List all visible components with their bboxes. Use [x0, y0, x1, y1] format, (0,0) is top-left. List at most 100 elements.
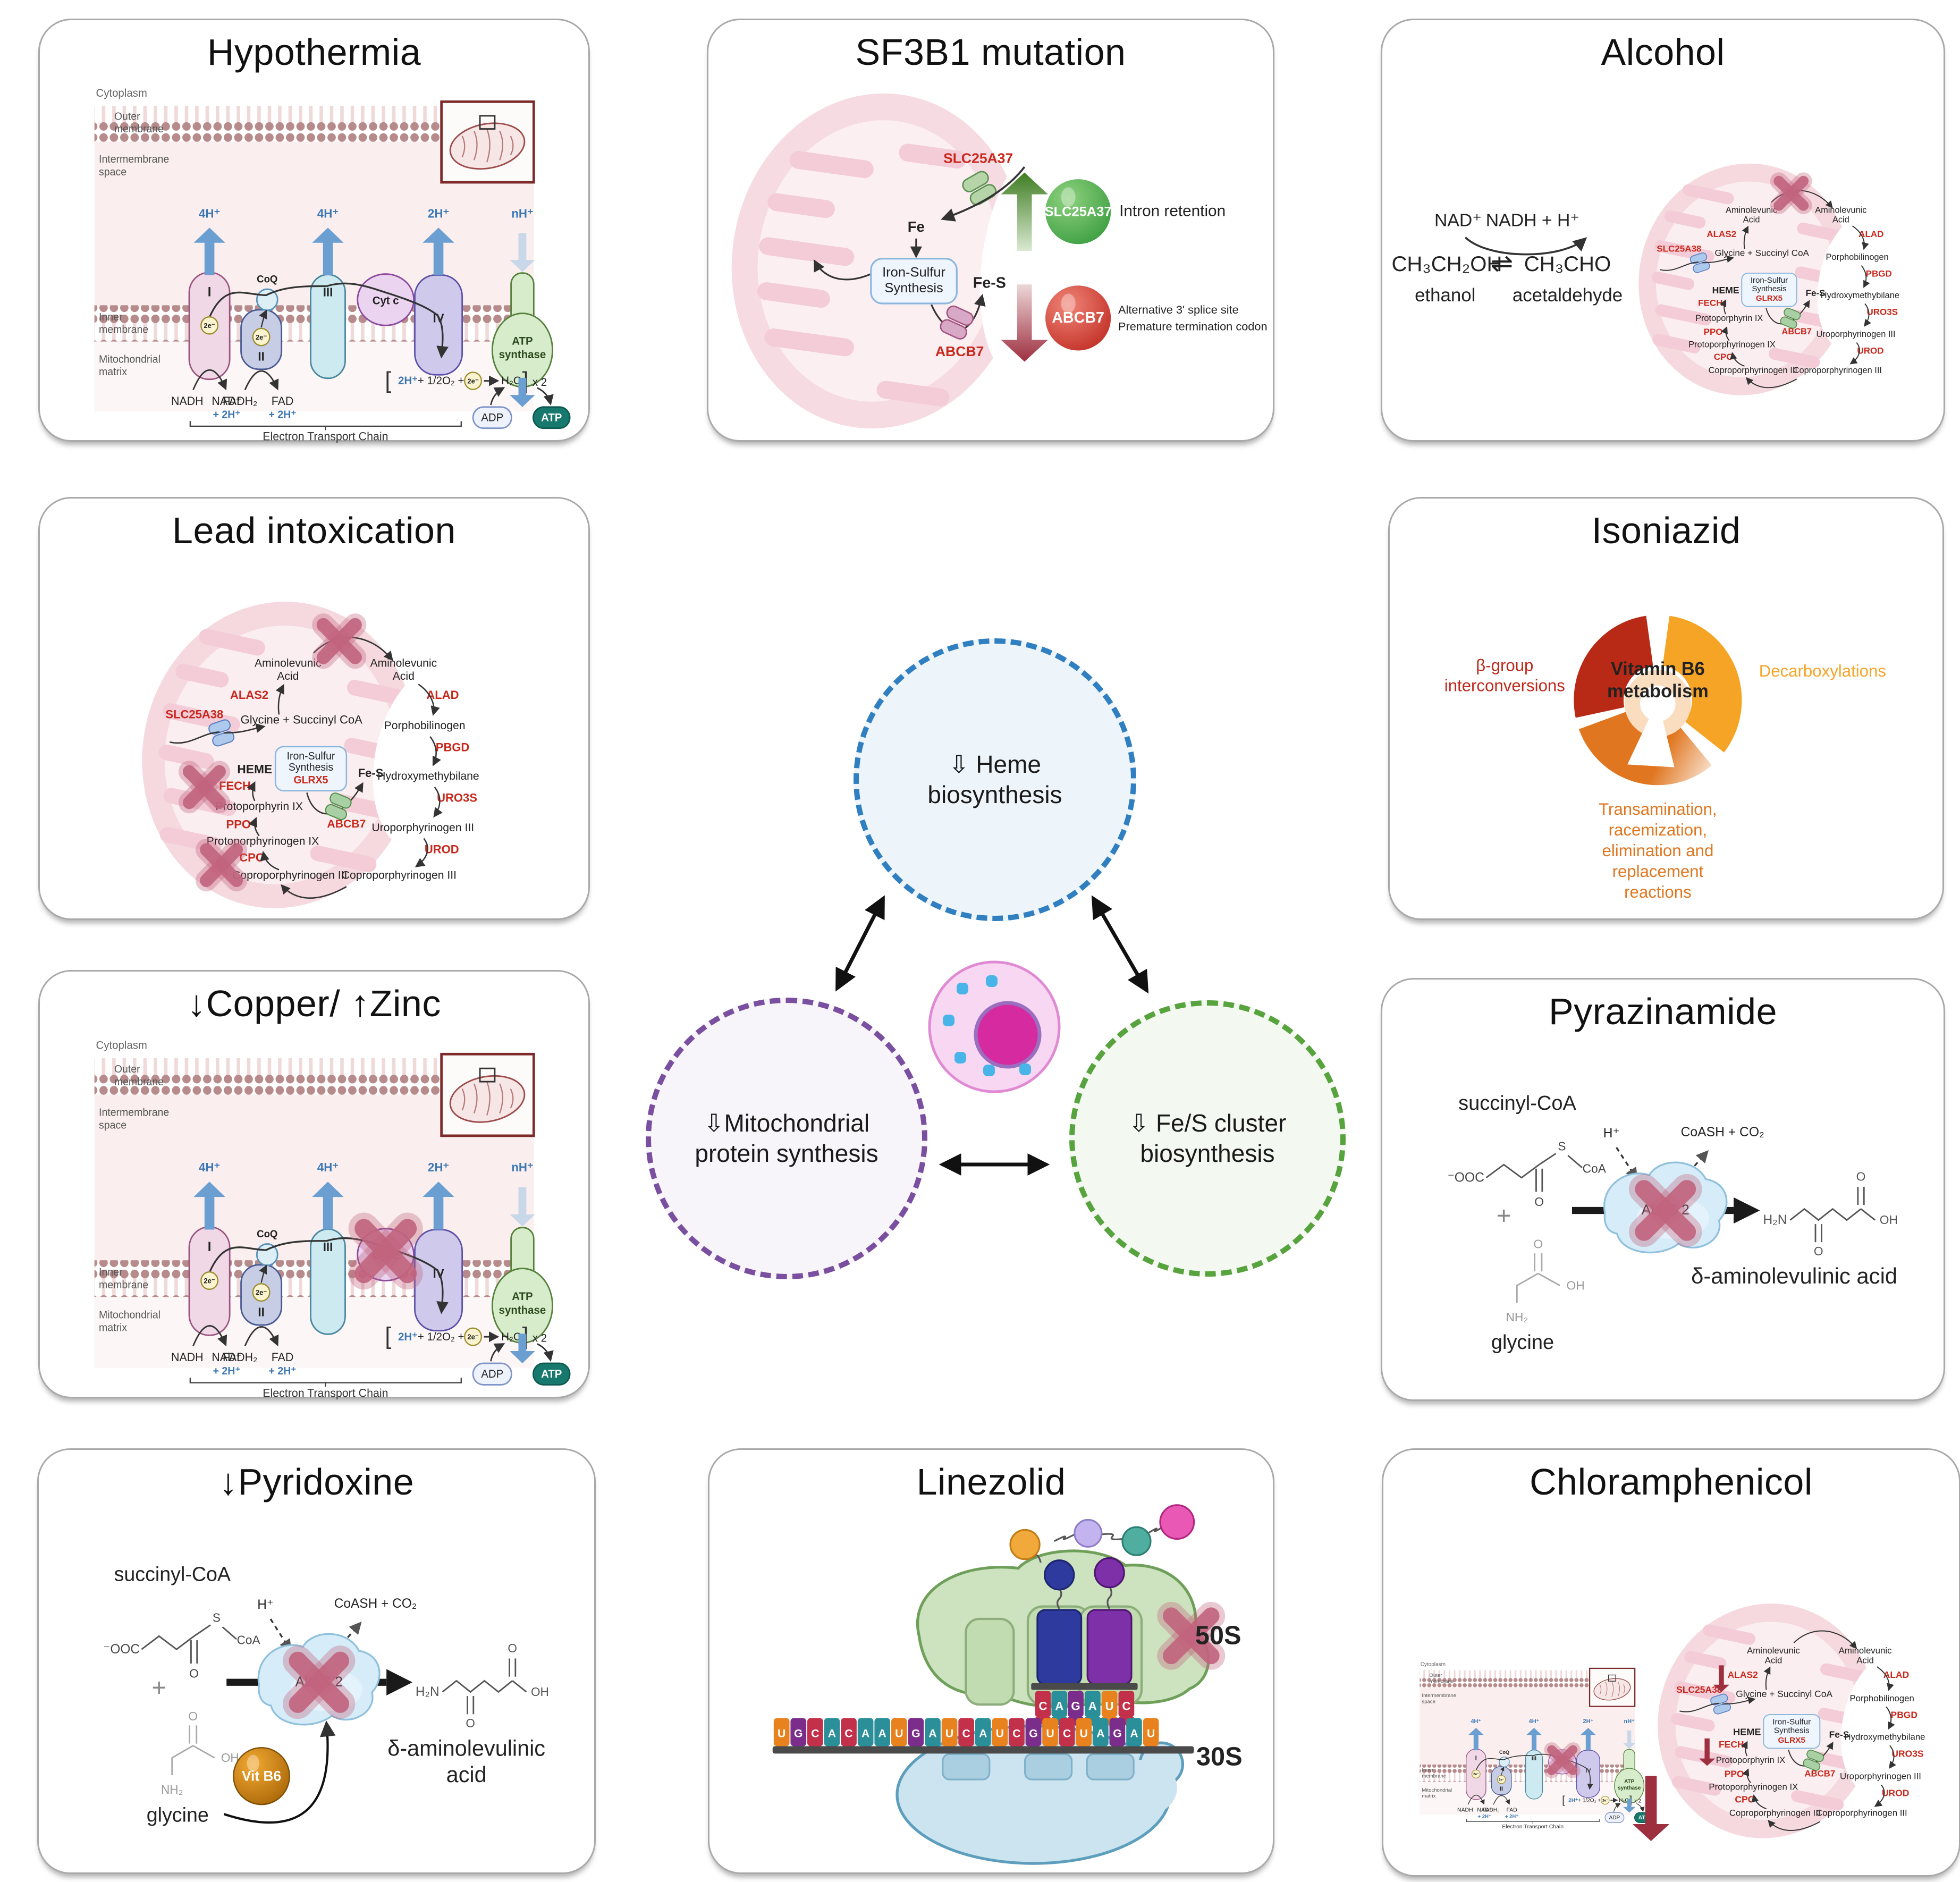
circle-fes-cluster-biosynthesis: ⇩ Fe/S cluster biosynthesis	[1069, 1000, 1346, 1277]
svg-text:FAD: FAD	[1506, 1808, 1517, 1813]
svg-text:Uroporphyrinogen III: Uroporphyrinogen III	[1816, 330, 1895, 339]
svg-text:G: G	[1071, 1700, 1080, 1713]
svg-text:A: A	[928, 1728, 936, 1740]
svg-text:II: II	[258, 1305, 264, 1319]
svg-text:ABCB7: ABCB7	[1052, 309, 1104, 326]
svg-text:succinyl-CoA: succinyl-CoA	[114, 1563, 231, 1585]
svg-text:Glycine + Succinyl CoA: Glycine + Succinyl CoA	[1715, 248, 1810, 258]
svg-text:URO3S: URO3S	[1866, 307, 1898, 317]
svg-text:O: O	[508, 1641, 517, 1655]
svg-text:I: I	[208, 285, 212, 299]
svg-text:URO3S: URO3S	[1891, 1748, 1923, 1759]
svg-text:2H⁺: 2H⁺	[1583, 1718, 1594, 1725]
svg-text:nH⁺: nH⁺	[511, 207, 534, 220]
svg-text:Synthesis: Synthesis	[1774, 1726, 1810, 1735]
svg-text:GLRX5: GLRX5	[1778, 1736, 1806, 1745]
panel-pyrazinamide: succinyl-CoA ⁻OOC O S CoA + O OH NH₂ glycine H⁺ CoA…	[1381, 978, 1945, 1401]
svg-text:PPO: PPO	[1725, 1769, 1744, 1779]
svg-text:U: U	[945, 1728, 953, 1740]
svg-text:CoASH + CO₂: CoASH + CO₂	[334, 1597, 417, 1611]
svg-text:+ 2H⁺: + 2H⁺	[269, 409, 297, 421]
svg-text:U: U	[1080, 1728, 1088, 1740]
svg-text:Protoporphyrinogen IX: Protoporphyrinogen IX	[1688, 340, 1776, 350]
svg-text:Cytoplasm: Cytoplasm	[96, 1039, 147, 1051]
svg-text:O: O	[1814, 1244, 1823, 1258]
svg-text:O: O	[188, 1709, 198, 1723]
panel-copper-zinc: Cytoplasm Outer membrane Intermembrane space…	[38, 970, 590, 1400]
svg-text:Iron-Sulfur: Iron-Sulfur	[1772, 1718, 1811, 1727]
svg-text:H⁺: H⁺	[257, 1598, 274, 1612]
svg-text:CoQ: CoQ	[1499, 1750, 1509, 1755]
chloramphenicol-diagram: Cytoplasm Outer membrane Intermembrane space…	[1420, 1604, 1930, 1841]
svg-text:O: O	[1856, 1170, 1866, 1184]
panel-hypothermia: Cytoplasm Outer membrane Intermembrane space…	[38, 19, 590, 443]
svg-text:Electron Transport Chain: Electron Transport Chain	[1502, 1824, 1564, 1830]
svg-text:Coproporphyrinogen III: Coproporphyrinogen III	[342, 868, 457, 881]
svg-text:FECH: FECH	[1719, 1739, 1744, 1750]
svg-text:NAD⁺: NAD⁺	[1477, 1808, 1492, 1813]
svg-text:III: III	[323, 285, 333, 299]
svg-text:ADP: ADP	[1609, 1815, 1620, 1821]
svg-text:NH₂: NH₂	[161, 1783, 183, 1796]
svg-text:+ 2H⁺: + 2H⁺	[1478, 1813, 1491, 1819]
svg-text:NADH: NADH	[171, 1351, 204, 1364]
svg-text:CoA: CoA	[1583, 1161, 1607, 1175]
svg-text:C: C	[811, 1728, 819, 1740]
svg-text:O: O	[1533, 1237, 1543, 1251]
svg-text:A: A	[1096, 1728, 1104, 1740]
svg-text:⁻OOC: ⁻OOC	[1448, 1170, 1484, 1185]
panel-chloramphenicol: Cytoplasm Outer membrane Intermembrane space…	[1382, 1448, 1960, 1877]
svg-text:Fe-S: Fe-S	[973, 275, 1006, 292]
svg-text:UROD: UROD	[1882, 1788, 1909, 1799]
svg-text:CoQ: CoQ	[257, 274, 277, 285]
svg-text:SLC25A37: SLC25A37	[943, 150, 1013, 166]
svg-text:PBGD: PBGD	[436, 740, 470, 754]
svg-text:FADH₂: FADH₂	[223, 394, 257, 408]
ring-sideroblast-cell	[928, 960, 1061, 1093]
panel-title-copper-zinc: ↓Copper/ ↑Zinc	[187, 983, 441, 1024]
svg-text:Intron retention: Intron retention	[1119, 202, 1226, 220]
svg-text:nH⁺: nH⁺	[511, 1160, 533, 1174]
svg-text:Electron Transport Chain: Electron Transport Chain	[263, 429, 388, 443]
svg-text:Protoporphyrin IX: Protoporphyrin IX	[1716, 1755, 1786, 1765]
svg-text:Coproporphyrinogen III: Coproporphyrinogen III	[1793, 366, 1882, 375]
svg-text:2e⁻: 2e⁻	[1499, 1778, 1504, 1782]
svg-text:C: C	[1038, 1700, 1047, 1713]
panel-title-linezolid: Linezolid	[916, 1461, 1066, 1503]
svg-text:Coproporphyrinogen III: Coproporphyrinogen III	[1709, 366, 1797, 375]
panel-title-chloramphenicol: Chloramphenicol	[1530, 1461, 1813, 1503]
svg-text:H₂N: H₂N	[416, 1685, 440, 1699]
svg-text:Iron-Sulfur: Iron-Sulfur	[882, 265, 945, 280]
svg-text:Uroporphyrinogen III: Uroporphyrinogen III	[1840, 1771, 1921, 1782]
svg-text:ALAD: ALAD	[1858, 229, 1883, 239]
copper-zinc-etc-diagram: Cytoplasm Outer membrane Intermembrane space…	[94, 1039, 571, 1400]
svg-text:OH: OH	[531, 1685, 549, 1699]
svg-text:Protoporphyrinogen IX: Protoporphyrinogen IX	[207, 835, 319, 848]
pyridoxine-alas2-diagram: succinyl-CoA ⁻OOC O S CoA + O OH NH₂ glycine H⁺ CoA…	[103, 1563, 549, 1826]
svg-text:Cyt c: Cyt c	[373, 294, 399, 307]
svg-text:Electron Transport Chain: Electron Transport Chain	[263, 1386, 388, 1399]
svg-text:NAD⁺: NAD⁺	[212, 1351, 241, 1364]
svg-text:2e⁻: 2e⁻	[467, 377, 478, 385]
svg-text:ethanol: ethanol	[1415, 285, 1475, 306]
svg-text:G: G	[794, 1728, 802, 1740]
svg-text:O: O	[1534, 1195, 1544, 1209]
svg-text:Fe: Fe	[908, 218, 925, 235]
svg-text:SLC25A38: SLC25A38	[165, 707, 223, 721]
svg-text:ABCB7: ABCB7	[1782, 327, 1812, 336]
svg-text:A: A	[878, 1728, 886, 1740]
panel-title-sf3b1: SF3B1 mutation	[855, 31, 1126, 73]
svg-text:S: S	[213, 1611, 221, 1625]
svg-text:2e⁻: 2e⁻	[204, 322, 215, 330]
svg-text:⁻OOC: ⁻OOC	[103, 1642, 140, 1657]
svg-text:FECH: FECH	[1698, 298, 1722, 308]
svg-text:2H⁺: 2H⁺	[398, 1331, 418, 1343]
